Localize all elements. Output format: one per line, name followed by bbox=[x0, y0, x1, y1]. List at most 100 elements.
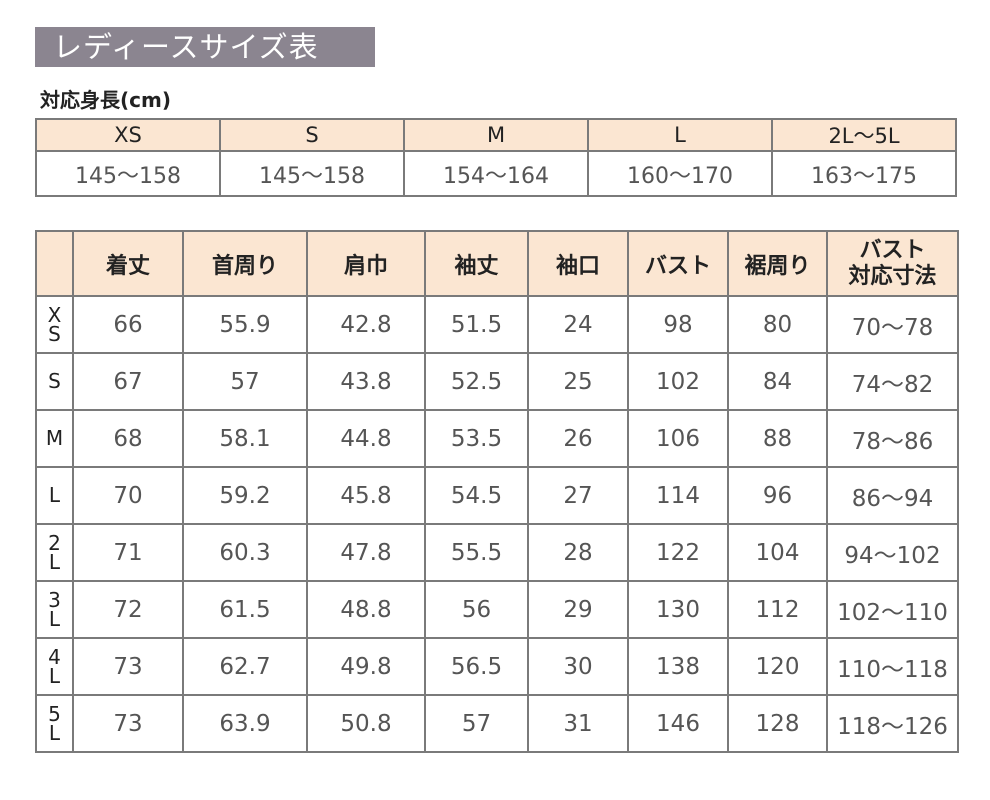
table-cell: 55.9 bbox=[182, 295, 308, 354]
table-cell: 55.5 bbox=[424, 523, 529, 582]
table-cell: 138 bbox=[627, 637, 729, 696]
table-cell: 122 bbox=[627, 523, 729, 582]
table-row: X S 66 55.9 42.8 51.5 24 98 80 70～78 bbox=[35, 295, 959, 354]
table-cell: 67 bbox=[72, 352, 184, 411]
table-cell: 26 bbox=[527, 409, 629, 468]
table-cell: 60.3 bbox=[182, 523, 308, 582]
table-cell: 68 bbox=[72, 409, 184, 468]
table-cell: 94～102 bbox=[826, 523, 959, 582]
table-cell: 114 bbox=[627, 466, 729, 525]
table-cell: 50.8 bbox=[306, 694, 426, 753]
column-header: バスト bbox=[627, 230, 729, 297]
table-cell: 110～118 bbox=[826, 637, 959, 696]
size-header: XS bbox=[35, 118, 221, 152]
table-cell: 57 bbox=[424, 694, 529, 753]
table-cell: 120 bbox=[727, 637, 828, 696]
height-label: 対応身長(cm) bbox=[40, 88, 171, 112]
table-cell: 146 bbox=[627, 694, 729, 753]
table-row: 3 L 72 61.5 48.8 56 29 130 112 102～110 bbox=[35, 580, 959, 639]
row-size-label: M bbox=[35, 409, 74, 468]
column-header: 袖口 bbox=[527, 230, 629, 297]
table-cell: 31 bbox=[527, 694, 629, 753]
table-cell: 62.7 bbox=[182, 637, 308, 696]
table-cell: 63.9 bbox=[182, 694, 308, 753]
height-range: 154～164 bbox=[403, 150, 589, 197]
height-range: 160～170 bbox=[587, 150, 773, 197]
table-cell: 43.8 bbox=[306, 352, 426, 411]
table-cell: 102 bbox=[627, 352, 729, 411]
table-cell: 57 bbox=[182, 352, 308, 411]
table-cell: 70 bbox=[72, 466, 184, 525]
table-cell: 118～126 bbox=[826, 694, 959, 753]
table-cell: 84 bbox=[727, 352, 828, 411]
table-cell: 53.5 bbox=[424, 409, 529, 468]
table-cell: 128 bbox=[727, 694, 828, 753]
table-cell: 86～94 bbox=[826, 466, 959, 525]
table-cell: 71 bbox=[72, 523, 184, 582]
size-header: S bbox=[219, 118, 405, 152]
table-cell: 61.5 bbox=[182, 580, 308, 639]
table-cell: 98 bbox=[627, 295, 729, 354]
table-cell: 59.2 bbox=[182, 466, 308, 525]
table-cell: 56.5 bbox=[424, 637, 529, 696]
row-size-label: S bbox=[35, 352, 74, 411]
table-cell: 112 bbox=[727, 580, 828, 639]
table-cell: 48.8 bbox=[306, 580, 426, 639]
table-row: 2 L 71 60.3 47.8 55.5 28 122 104 94～102 bbox=[35, 523, 959, 582]
height-range: 145～158 bbox=[219, 150, 405, 197]
table-cell: 54.5 bbox=[424, 466, 529, 525]
column-header: 裾周り bbox=[727, 230, 828, 297]
page-title: レディースサイズ表 bbox=[35, 27, 375, 67]
table-cell: 88 bbox=[727, 409, 828, 468]
size-table: 着丈 首周り 肩巾 袖丈 袖口 バスト 裾周り バスト 対応寸法 X S 66 55.9 42.8 51… bbox=[35, 230, 959, 753]
table-cell: 96 bbox=[727, 466, 828, 525]
table-cell: 78～86 bbox=[826, 409, 959, 468]
table-cell: 27 bbox=[527, 466, 629, 525]
corner-cell bbox=[35, 230, 74, 297]
table-row: S 67 57 43.8 52.5 25 102 84 74～82 bbox=[35, 352, 959, 411]
height-range: 145～158 bbox=[35, 150, 221, 197]
height-table: XS S M L 2L～5L 145～158 145～158 154～164 160～170 1… bbox=[35, 118, 957, 197]
table-cell: 52.5 bbox=[424, 352, 529, 411]
table-cell: 104 bbox=[727, 523, 828, 582]
size-header: L bbox=[587, 118, 773, 152]
table-cell: 47.8 bbox=[306, 523, 426, 582]
column-header: 着丈 bbox=[72, 230, 184, 297]
table-row: 5 L 73 63.9 50.8 57 31 146 128 118～126 bbox=[35, 694, 959, 753]
table-cell: 130 bbox=[627, 580, 729, 639]
column-header: 肩巾 bbox=[306, 230, 426, 297]
table-cell: 72 bbox=[72, 580, 184, 639]
table-cell: 44.8 bbox=[306, 409, 426, 468]
column-header: 袖丈 bbox=[424, 230, 529, 297]
table-cell: 51.5 bbox=[424, 295, 529, 354]
table-cell: 66 bbox=[72, 295, 184, 354]
table-cell: 28 bbox=[527, 523, 629, 582]
table-cell: 30 bbox=[527, 637, 629, 696]
table-cell: 45.8 bbox=[306, 466, 426, 525]
table-cell: 29 bbox=[527, 580, 629, 639]
table-cell: 102～110 bbox=[826, 580, 959, 639]
table-cell: 106 bbox=[627, 409, 729, 468]
size-header: 2L～5L bbox=[771, 118, 957, 152]
table-cell: 80 bbox=[727, 295, 828, 354]
table-cell: 56 bbox=[424, 580, 529, 639]
table-row: L 70 59.2 45.8 54.5 27 114 96 86～94 bbox=[35, 466, 959, 525]
table-row: M 68 58.1 44.8 53.5 26 106 88 78～86 bbox=[35, 409, 959, 468]
height-range: 163～175 bbox=[771, 150, 957, 197]
table-cell: 74～82 bbox=[826, 352, 959, 411]
size-header: M bbox=[403, 118, 589, 152]
table-cell: 73 bbox=[72, 637, 184, 696]
table-cell: 70～78 bbox=[826, 295, 959, 354]
table-cell: 49.8 bbox=[306, 637, 426, 696]
table-row: 4 L 73 62.7 49.8 56.5 30 138 120 110～118 bbox=[35, 637, 959, 696]
table-cell: 25 bbox=[527, 352, 629, 411]
table-cell: 73 bbox=[72, 694, 184, 753]
column-header: 首周り bbox=[182, 230, 308, 297]
table-cell: 42.8 bbox=[306, 295, 426, 354]
column-header: バスト 対応寸法 bbox=[826, 230, 959, 297]
